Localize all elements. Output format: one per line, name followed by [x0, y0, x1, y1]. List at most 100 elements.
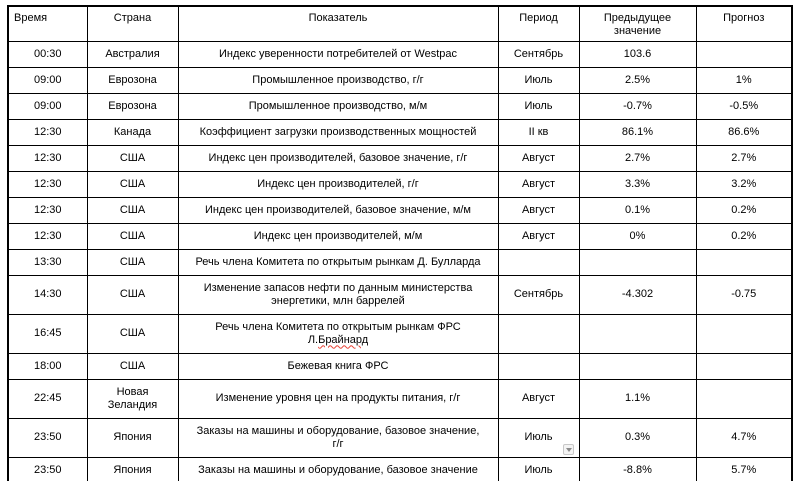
cell-period: Август — [497, 170, 580, 198]
column-header-indicator: Показатель — [177, 5, 499, 42]
cell-country: США — [86, 222, 179, 250]
table-row: 12:30 США Индекс цен производителей, г/г Ав… — [7, 170, 793, 198]
table-row: 09:00 Еврозона Промышленное производство, … — [7, 66, 793, 94]
cell-time: 14:30 — [7, 274, 88, 315]
table-body: 00:30 Австралия Индекс уверенности потреби… — [7, 40, 793, 481]
cell-forecast: 0.2% — [695, 222, 793, 250]
cell-period: Июль — [497, 456, 580, 481]
cell-country: США — [86, 170, 179, 198]
cell-forecast: -0.5% — [695, 92, 793, 120]
cell-time: 09:00 — [7, 92, 88, 120]
cell-country: США — [86, 352, 179, 380]
cell-time: 23:50 — [7, 456, 88, 481]
column-header-forecast: Прогноз — [695, 5, 793, 42]
cell-forecast: 4.7% — [695, 417, 793, 458]
cell-indicator: Изменение запасов нефти по данным минист… — [177, 274, 499, 315]
cell-previous-value: 86.1% — [578, 118, 697, 146]
cell-previous-value: -8.8% — [578, 456, 697, 481]
cell-time: 00:30 — [7, 40, 88, 68]
cell-forecast: 0.2% — [695, 196, 793, 224]
cell-previous-value: 2.7% — [578, 144, 697, 172]
cell-previous-value: -4.302 — [578, 274, 697, 315]
cell-forecast — [695, 352, 793, 380]
column-header-country: Страна — [86, 5, 179, 42]
table-row: 13:30 США Речь члена Комитета по открытым … — [7, 248, 793, 276]
table-row: 14:30 США Изменение запасов нефти по данны… — [7, 274, 793, 315]
cell-period — [497, 352, 580, 380]
table-row: 23:50 Япония Заказы на машины и оборудован… — [7, 456, 793, 481]
cell-country: США — [86, 274, 179, 315]
chevron-down-icon — [565, 447, 572, 452]
cell-country: США — [86, 313, 179, 354]
table-row: 18:00 США Бежевая книга ФРС — [7, 352, 793, 380]
cell-forecast: -0.75 — [695, 274, 793, 315]
cell-time: 12:30 — [7, 196, 88, 224]
cell-time: 16:45 — [7, 313, 88, 354]
cell-indicator: Речь члена Комитета по открытым рынкам Ф… — [177, 313, 499, 354]
cell-indicator: Индекс цен производителей, базовое значе… — [177, 196, 499, 224]
cell-forecast — [695, 313, 793, 354]
cell-country: Еврозона — [86, 92, 179, 120]
cell-indicator: Индекс цен производителей, м/м — [177, 222, 499, 250]
cell-previous-value: 3.3% — [578, 170, 697, 198]
cell-country: Австралия — [86, 40, 179, 68]
cell-period: Август — [497, 144, 580, 172]
cell-indicator: Изменение уровня цен на продукты питания… — [177, 378, 499, 419]
cell-country: США — [86, 248, 179, 276]
column-header-period: Период — [497, 5, 580, 42]
cell-period: Август — [497, 222, 580, 250]
cell-indicator: Речь члена Комитета по открытым рынкам Д… — [177, 248, 499, 276]
cell-period: Июль — [497, 92, 580, 120]
cell-period: II кв — [497, 118, 580, 146]
cell-previous-value: 1.1% — [578, 378, 697, 419]
column-header-previous-value: Предыдущее значение — [578, 5, 697, 42]
cell-indicator: Коэффициент загрузки производственных мо… — [177, 118, 499, 146]
cell-forecast: 86.6% — [695, 118, 793, 146]
cell-forecast — [695, 40, 793, 68]
cell-previous-value: -0.7% — [578, 92, 697, 120]
cell-forecast: 3.2% — [695, 170, 793, 198]
cell-previous-value: 0.1% — [578, 196, 697, 224]
cell-time: 12:30 — [7, 144, 88, 172]
cell-indicator: Индекс уверенности потребителей от Westp… — [177, 40, 499, 68]
table-row: 16:45 США Речь члена Комитета по открытым … — [7, 313, 793, 354]
cell-forecast: 1% — [695, 66, 793, 94]
table-row: 12:30 США Индекс цен производителей, м/м Ав… — [7, 222, 793, 250]
cell-country: США — [86, 196, 179, 224]
cell-indicator: Промышленное производство, м/м — [177, 92, 499, 120]
cell-country: Япония — [86, 417, 179, 458]
scroll-down-marker[interactable] — [563, 444, 574, 455]
cell-previous-value: 2.5% — [578, 66, 697, 94]
table-row: 09:00 Еврозона Промышленное производство, … — [7, 92, 793, 120]
table-row: 22:45 Новая Зеландия Изменение уровня цен … — [7, 378, 793, 419]
cell-time: 23:50 — [7, 417, 88, 458]
column-header-time: Время — [7, 5, 88, 42]
cell-country: США — [86, 144, 179, 172]
table-row: 12:30 США Индекс цен производителей, базов… — [7, 196, 793, 224]
cell-previous-value — [578, 352, 697, 380]
cell-country: Япония — [86, 456, 179, 481]
cell-time: 12:30 — [7, 222, 88, 250]
header-row: Время Страна Показатель Период Предыдуще… — [7, 5, 793, 42]
cell-forecast: 2.7% — [695, 144, 793, 172]
cell-indicator: Заказы на машины и оборудование, базовое… — [177, 417, 499, 458]
table-row: 00:30 Австралия Индекс уверенности потреби… — [7, 40, 793, 68]
table-row: 23:50 Япония Заказы на машины и оборудован… — [7, 417, 793, 458]
cell-indicator: Промышленное производство, г/г — [177, 66, 499, 94]
cell-forecast — [695, 378, 793, 419]
cell-period: Август — [497, 378, 580, 419]
cell-country: Еврозона — [86, 66, 179, 94]
table-row: 12:30 Канада Коэффициент загрузки производ… — [7, 118, 793, 146]
cell-period: Июль — [497, 66, 580, 94]
cell-time: 12:30 — [7, 170, 88, 198]
cell-period: Август — [497, 196, 580, 224]
cell-time: 13:30 — [7, 248, 88, 276]
cell-previous-value — [578, 248, 697, 276]
cell-previous-value: 0.3% — [578, 417, 697, 458]
cell-previous-value: 103.6 — [578, 40, 697, 68]
cell-country: Канада — [86, 118, 179, 146]
cell-time: 09:00 — [7, 66, 88, 94]
economic-calendar-table: Время Страна Показатель Период Предыдуще… — [7, 5, 793, 481]
cell-indicator: Заказы на машины и оборудование, базовое… — [177, 456, 499, 481]
